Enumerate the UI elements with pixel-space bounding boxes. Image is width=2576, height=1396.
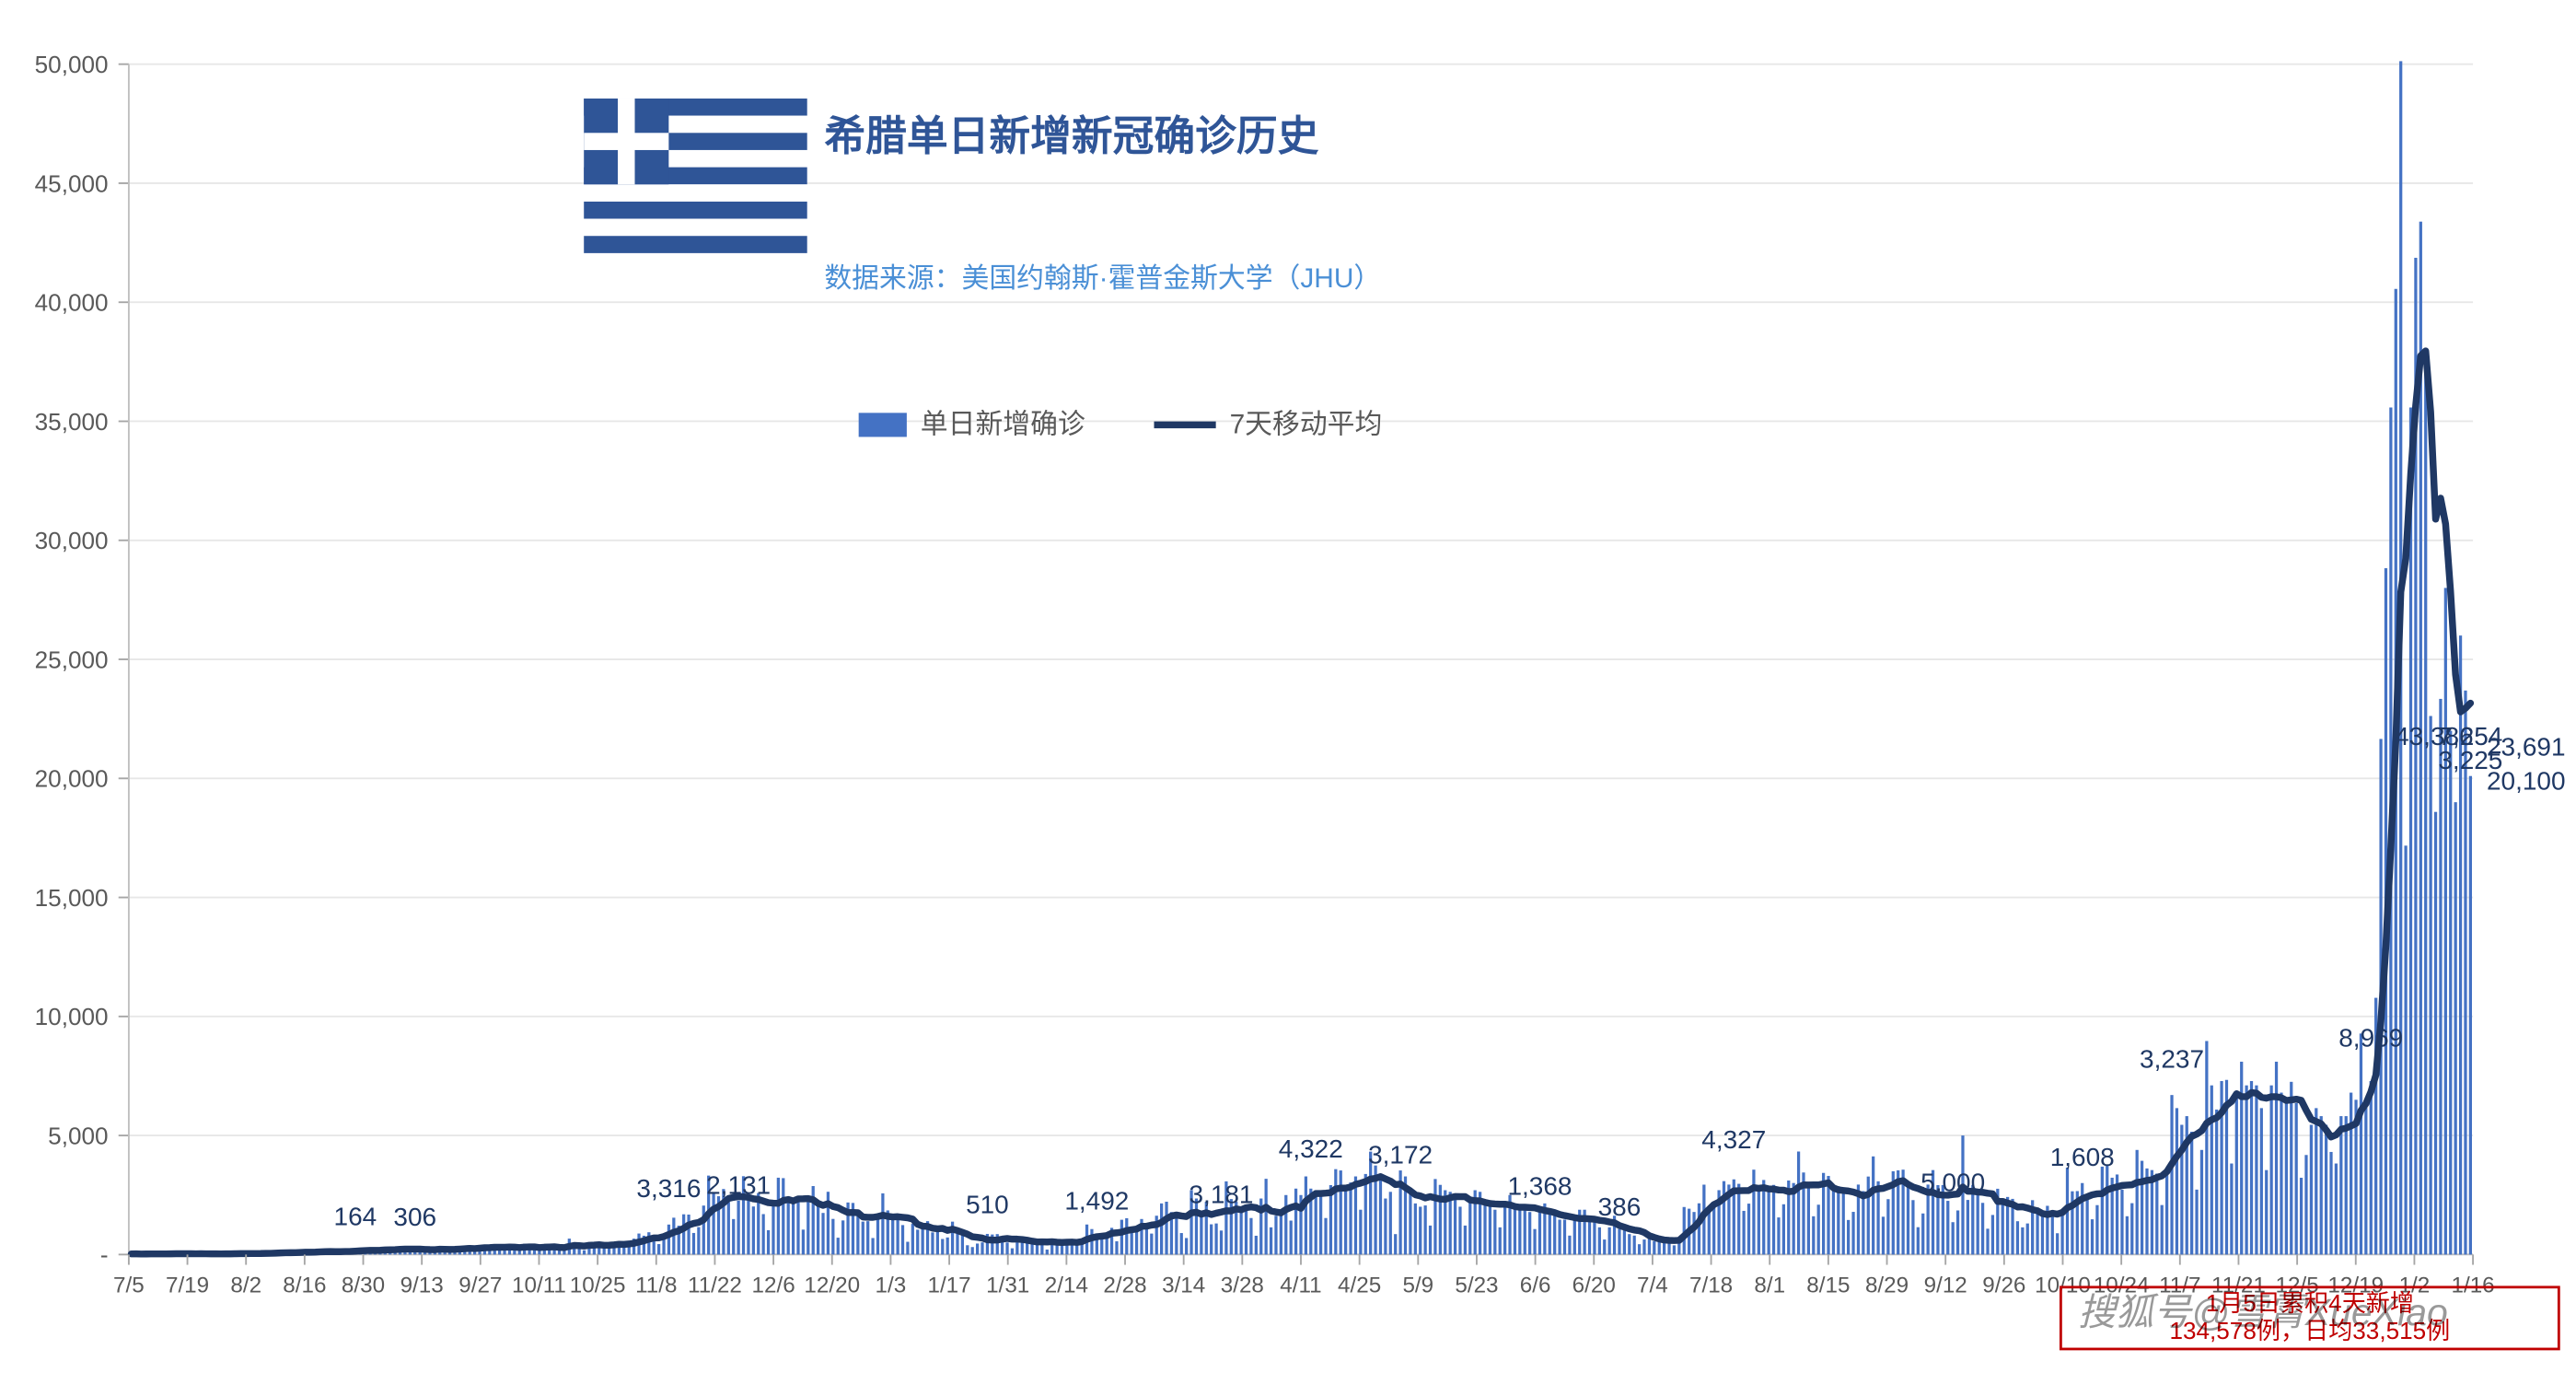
svg-text:单日新增确诊: 单日新增确诊: [921, 410, 1085, 440]
svg-text:7/19: 7/19: [166, 1273, 209, 1297]
data-label: 20,100: [2487, 767, 2566, 796]
data-label: 1,368: [1507, 1172, 1572, 1201]
data-label: 386: [1598, 1192, 1642, 1221]
data-label: 3,316: [636, 1174, 701, 1203]
data-label: 43,386: [2395, 722, 2474, 750]
data-label: 8,969: [2338, 1024, 2403, 1053]
chart-svg: - 5,000 10,000 15,000 20,000 25,000 30,000 35,0…: [0, 0, 2576, 1396]
svg-text:9/26: 9/26: [1982, 1273, 2025, 1297]
data-label: 23,691: [2487, 732, 2566, 761]
svg-text:15,000: 15,000: [35, 884, 109, 912]
data-label: 4,327: [1701, 1125, 1766, 1154]
svg-text:3/28: 3/28: [1221, 1273, 1264, 1297]
svg-text:8/2: 8/2: [230, 1273, 261, 1297]
data-label: 1,492: [1064, 1186, 1129, 1215]
data-label: 306: [393, 1203, 436, 1231]
svg-text:7/18: 7/18: [1689, 1273, 1733, 1297]
chart-subtitle: 数据来源：美国约翰斯·霍普金斯大学（JHU）: [824, 263, 1381, 294]
chart-title: 希腊单日新增新冠确诊历史: [824, 113, 1318, 159]
svg-text:1/3: 1/3: [876, 1273, 907, 1297]
svg-text:30,000: 30,000: [35, 527, 109, 554]
greece-flag-icon: [584, 99, 806, 253]
svg-text:-: -: [100, 1241, 109, 1269]
svg-text:9/12: 9/12: [1924, 1273, 1967, 1297]
svg-text:20,000: 20,000: [35, 765, 109, 793]
svg-text:9/27: 9/27: [458, 1273, 502, 1297]
svg-text:8/30: 8/30: [342, 1273, 385, 1297]
data-label: 5,000: [1920, 1169, 1985, 1197]
svg-text:5/23: 5/23: [1455, 1273, 1498, 1297]
svg-text:4/25: 4/25: [1338, 1273, 1381, 1297]
chart-container: - 5,000 10,000 15,000 20,000 25,000 30,000 35,0…: [0, 0, 2576, 1396]
svg-text:40,000: 40,000: [35, 289, 109, 317]
svg-text:7/5: 7/5: [113, 1273, 145, 1297]
svg-text:5/9: 5/9: [1402, 1273, 1433, 1297]
svg-text:8/29: 8/29: [1865, 1273, 1909, 1297]
svg-text:11/22: 11/22: [688, 1273, 742, 1297]
svg-text:50,000: 50,000: [35, 51, 109, 78]
svg-text:25,000: 25,000: [35, 646, 109, 673]
svg-text:10/25: 10/25: [570, 1273, 626, 1297]
svg-text:8/1: 8/1: [1754, 1273, 1785, 1297]
data-label: 1,608: [2050, 1143, 2115, 1171]
data-label: 3,181: [1189, 1180, 1253, 1208]
svg-text:12/20: 12/20: [804, 1273, 860, 1297]
svg-text:7/4: 7/4: [1637, 1273, 1668, 1297]
svg-text:10,000: 10,000: [35, 1003, 109, 1030]
svg-text:9/13: 9/13: [400, 1273, 444, 1297]
svg-text:12/6: 12/6: [752, 1273, 795, 1297]
svg-text:2/28: 2/28: [1103, 1273, 1146, 1297]
svg-text:5,000: 5,000: [48, 1122, 108, 1149]
data-label: 3,237: [2140, 1044, 2204, 1073]
svg-text:3/14: 3/14: [1162, 1273, 1205, 1297]
svg-text:1/31: 1/31: [986, 1273, 1029, 1297]
svg-text:10/11: 10/11: [512, 1273, 566, 1297]
svg-text:6/6: 6/6: [1520, 1273, 1551, 1297]
svg-text:4/11: 4/11: [1280, 1273, 1321, 1297]
svg-text:1/17: 1/17: [927, 1273, 970, 1297]
data-label: 164: [334, 1202, 377, 1230]
svg-text:2/14: 2/14: [1045, 1273, 1088, 1297]
svg-text:7天移动平均: 7天移动平均: [1230, 410, 1383, 440]
svg-text:11/8: 11/8: [635, 1273, 677, 1297]
svg-text:8/15: 8/15: [1806, 1273, 1850, 1297]
svg-text:6/20: 6/20: [1572, 1273, 1616, 1297]
data-label: 4,322: [1279, 1134, 1343, 1163]
data-label: 2,131: [706, 1170, 771, 1199]
data-label: 510: [966, 1191, 1009, 1219]
watermark-text: 搜狐号@雪霄XueXiao: [2078, 1291, 2448, 1333]
data-label: 3,172: [1368, 1141, 1433, 1169]
svg-text:8/16: 8/16: [283, 1273, 326, 1297]
svg-text:1/16: 1/16: [2451, 1273, 2494, 1297]
svg-text:35,000: 35,000: [35, 408, 109, 436]
svg-text:45,000: 45,000: [35, 169, 109, 197]
